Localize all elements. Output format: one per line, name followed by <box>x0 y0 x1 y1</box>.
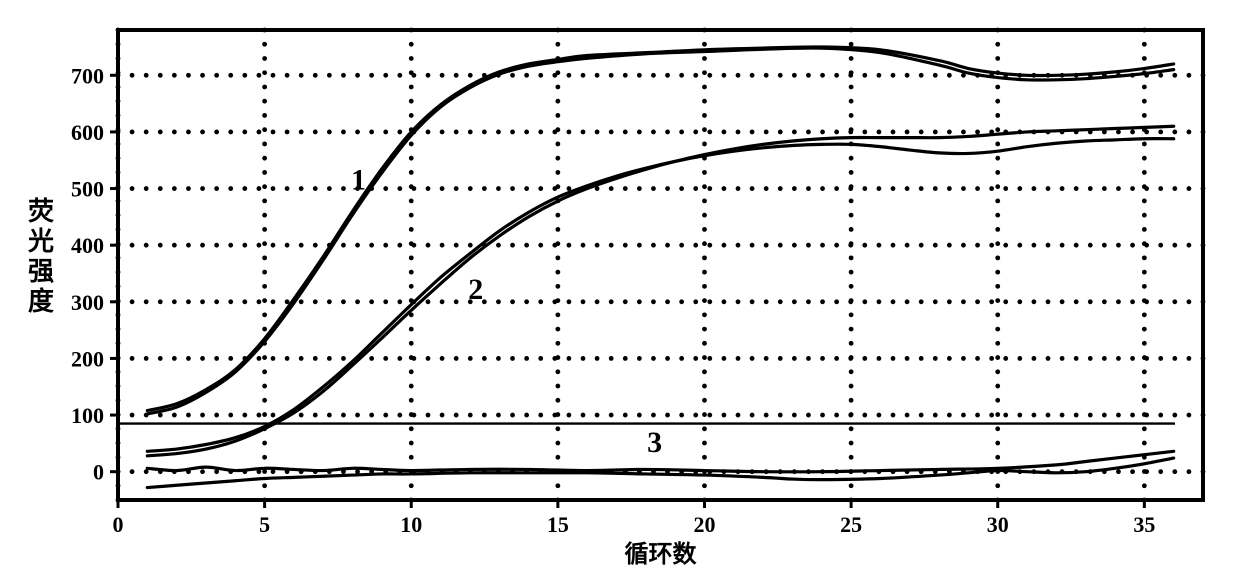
y-tick-700: 700 <box>71 63 104 88</box>
x-tick-30: 30 <box>987 512 1009 537</box>
x-axis-label: 循环数 <box>625 540 698 568</box>
x-tick-0: 0 <box>113 512 124 537</box>
chart-container: 123051015202530350100200300400500600700循… <box>0 0 1240 588</box>
y-tick-200: 200 <box>71 346 104 371</box>
y-tick-500: 500 <box>71 177 104 202</box>
curve-label-3: 3 <box>647 426 662 459</box>
x-tick-25: 25 <box>840 512 862 537</box>
y-tick-300: 300 <box>71 290 104 315</box>
x-tick-5: 5 <box>259 512 270 537</box>
curve-label-2: 2 <box>468 273 483 306</box>
y-tick-600: 600 <box>71 120 104 145</box>
y-tick-0: 0 <box>93 460 104 485</box>
x-tick-10: 10 <box>400 512 422 537</box>
x-tick-20: 20 <box>693 512 715 537</box>
y-tick-400: 400 <box>71 233 104 258</box>
fluorescence-chart: 123051015202530350100200300400500600700循… <box>0 0 1240 588</box>
x-tick-35: 35 <box>1133 512 1155 537</box>
curve-label-1: 1 <box>351 164 366 197</box>
y-axis-label: 荧光强度 <box>27 197 54 316</box>
y-tick-100: 100 <box>71 403 104 428</box>
x-tick-15: 15 <box>547 512 569 537</box>
